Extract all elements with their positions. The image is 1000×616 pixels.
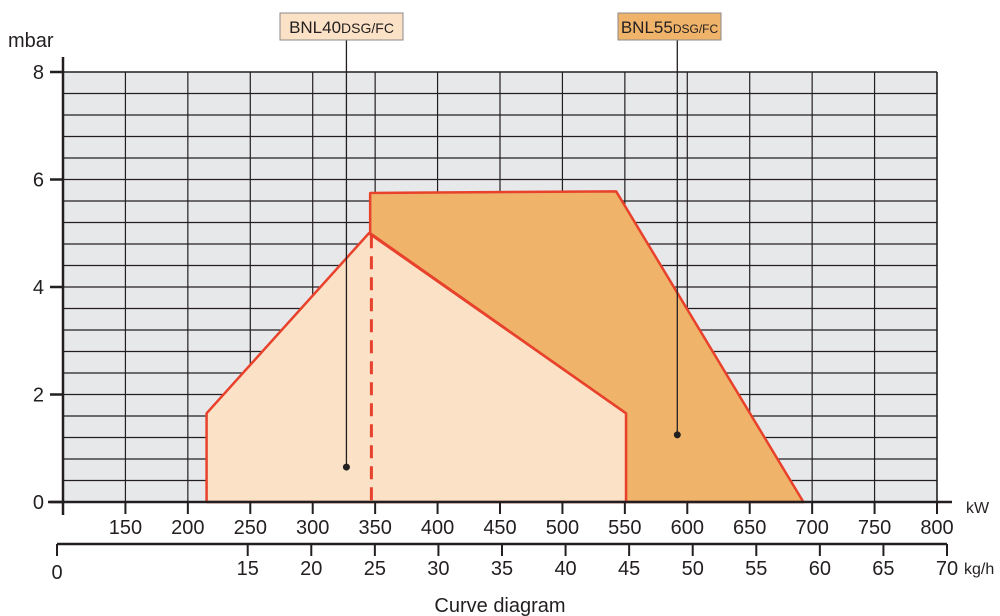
x-tick-label-kw: 750 [858, 517, 891, 539]
axes: 0 2 4 6 8 150 200 250 300 350 400 450 500 550 600 650 70… [33, 57, 958, 580]
x-tick-label-kw: 450 [483, 517, 516, 539]
series-label-bnl55: BNL55DSG/FC [621, 18, 719, 37]
x-tick-label-kw: 150 [109, 517, 142, 539]
x-tick-label-kw: 550 [608, 517, 641, 539]
chart-title: Curve diagram [434, 595, 565, 616]
x-tick-label-kgh: 60 [809, 558, 831, 580]
y-tick-label: 6 [33, 170, 44, 192]
series-labels: BNL40DSG/FC BNL55DSG/FC [279, 12, 722, 471]
x-tick-label-kgh: 45 [618, 558, 640, 580]
label-box-bnl40 [279, 12, 404, 41]
leader-dot-bnl55 [673, 431, 681, 439]
x-tick-label-kw: 200 [171, 517, 204, 539]
series-label-suffix: DSG/FC [341, 20, 394, 36]
x-tick-label-kgh: 70 [936, 558, 958, 580]
x-tick-label-kw: 400 [421, 517, 454, 539]
y-tick-label: 4 [33, 277, 44, 299]
x-tick-label-kw: 650 [733, 517, 766, 539]
x-tick-label-kgh: 50 [682, 558, 704, 580]
x-tick-label-kw: 250 [234, 517, 267, 539]
x-tick-label-kw: 800 [920, 517, 953, 539]
label-box-bnl55 [617, 12, 722, 41]
x-tick-label-kw: 350 [358, 517, 391, 539]
x-tick-label-kw: 600 [671, 517, 704, 539]
x-tick-label-kgh: 55 [745, 558, 767, 580]
x-tick-label-kgh: 30 [427, 558, 449, 580]
x-axis-origin-label: 0 [51, 562, 62, 584]
x-axis-unit-kgh: kg/h [964, 561, 994, 578]
y-axis-title: mbar [8, 30, 54, 52]
x-axis-unit-kw: kW [966, 500, 990, 517]
series-label-bnl40: BNL40DSG/FC [289, 18, 394, 37]
leader-dot-bnl40 [342, 463, 350, 471]
series-label-model: BNL40 [289, 18, 341, 37]
x-tick-label-kw: 500 [546, 517, 579, 539]
x-tick-label-kw: 300 [296, 517, 329, 539]
y-tick-label: 8 [33, 62, 44, 84]
x-tick-label-kgh: 20 [300, 558, 322, 580]
series-label-suffix: DSG/FC [673, 22, 719, 36]
y-tick-label: 0 [33, 492, 44, 514]
x-tick-label-kw: 700 [795, 517, 828, 539]
x-tick-label-kgh: 15 [237, 558, 259, 580]
x-tick-label-kgh: 25 [364, 558, 386, 580]
x-tick-label-kgh: 65 [872, 558, 894, 580]
x-tick-label-kgh: 40 [554, 558, 576, 580]
y-tick-label: 2 [33, 385, 44, 407]
x-tick-label-kgh: 35 [491, 558, 513, 580]
series-label-model: BNL55 [621, 18, 673, 37]
